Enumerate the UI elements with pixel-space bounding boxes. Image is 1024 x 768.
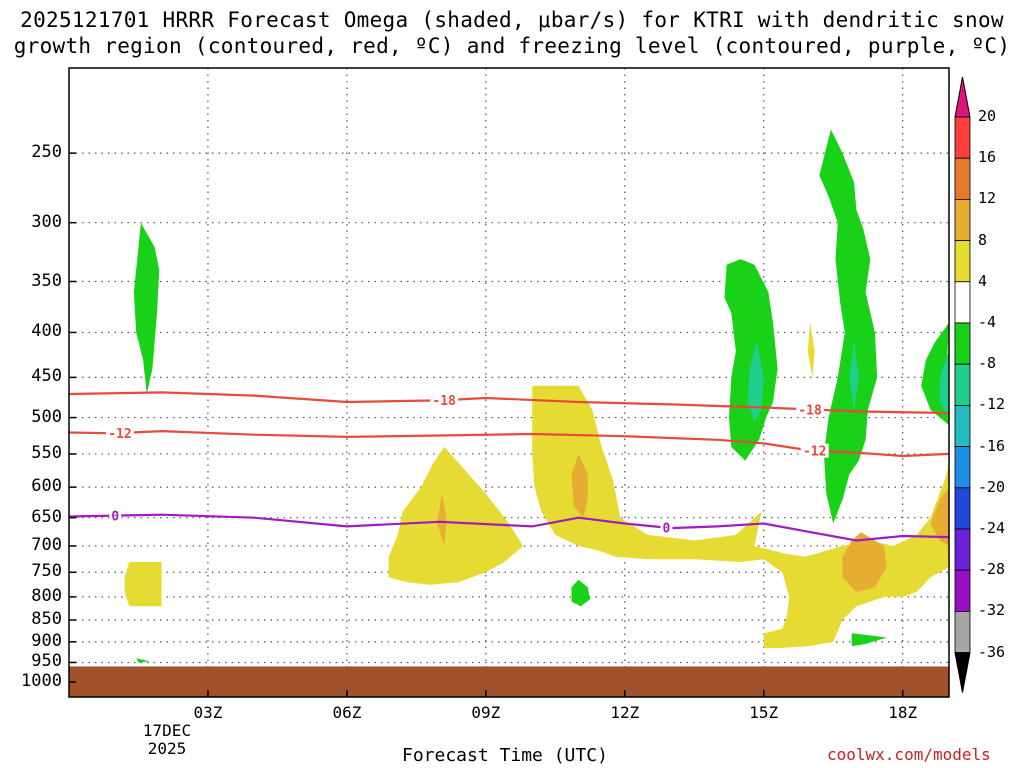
grid-lines <box>69 68 949 697</box>
contour-label-bg <box>796 402 825 417</box>
contour-label--12: -12 <box>108 427 131 442</box>
contour-label-bg <box>430 393 459 408</box>
x-tick-label: 03Z <box>193 703 223 722</box>
colorbar-tick-label: -24 <box>978 519 1006 537</box>
colorbar-tick-label: -12 <box>978 395 1006 414</box>
chart-title-line-2: growth region (contoured, red, ºC) and f… <box>13 34 1011 58</box>
yellow-cell-4 <box>807 322 815 378</box>
colorbar-swatch <box>954 611 971 654</box>
colorbar-tick-label: -36 <box>978 642 1006 661</box>
plot-frame <box>68 67 950 698</box>
y-tick-label: 900 <box>31 630 62 651</box>
green-cell-2 <box>724 259 778 461</box>
contour-line--18 <box>68 391 950 415</box>
green-cell-6 <box>851 633 887 647</box>
x-tick-label: 06Z <box>332 703 362 722</box>
y-tick-label: 650 <box>31 506 62 527</box>
x-tick-label: 15Z <box>749 703 779 722</box>
x-axis-title: Forecast Time (UTC) <box>402 745 608 766</box>
ground-layer <box>69 666 949 697</box>
green-cell-5 <box>571 579 591 607</box>
chart-title-line-1: 2025121701 HRRR Forecast Omega (shaded, … <box>20 8 1004 32</box>
y-tick-label: 250 <box>31 142 62 163</box>
contour-label-bg <box>109 508 122 523</box>
colorbar-swatch <box>954 446 971 489</box>
yellow-cell-3 <box>124 562 162 607</box>
colorbar-top-arrow <box>954 76 971 118</box>
contour-label--12: -12 <box>803 445 826 460</box>
colorbar-tick-label: 4 <box>978 271 988 290</box>
y-tick-label: 500 <box>31 406 62 427</box>
colorbar-tick-label: 8 <box>978 230 988 249</box>
teal-cell-1 <box>747 341 764 422</box>
y-tick-label: 800 <box>31 585 62 606</box>
y-tick-label: 850 <box>31 609 62 630</box>
axis-ticks <box>69 152 904 697</box>
colorbar-tick-label: 12 <box>978 189 997 208</box>
colorbar-tick-label: -20 <box>978 477 1006 496</box>
contour-label--18: -18 <box>432 394 456 409</box>
contour-label--18: -18 <box>798 403 822 418</box>
y-tick-label: 750 <box>31 561 62 582</box>
y-tick-label: 350 <box>31 270 62 291</box>
green-cell-3 <box>819 129 878 524</box>
contour-label-bg <box>800 443 829 458</box>
colorbar-tick-label: -4 <box>978 313 997 331</box>
yellow-cell-1 <box>532 385 949 649</box>
colorbar-swatch <box>954 198 971 241</box>
x-tick-label: 12Z <box>610 703 640 722</box>
colorbar-swatch <box>954 487 971 530</box>
orange-cell-2 <box>437 493 447 546</box>
y-tick-label: 700 <box>31 534 62 555</box>
colorbar-tick-label: -32 <box>978 601 1006 620</box>
y-tick-label: 600 <box>31 476 62 497</box>
colorbar-swatch <box>954 322 971 365</box>
y-tick-label: 300 <box>31 211 62 232</box>
colorbar-swatch <box>954 281 971 324</box>
green-cell-1 <box>133 222 160 394</box>
yellow-cell-2 <box>388 446 523 585</box>
y-tick-label: 450 <box>31 366 62 387</box>
colorbar-swatch <box>954 528 971 571</box>
x-tick-label: 18Z <box>888 703 918 722</box>
colorbar-bottom-arrow <box>954 652 971 693</box>
colorbar-tick-label: -28 <box>978 560 1006 579</box>
colorbar-swatch <box>954 157 971 200</box>
contour-label-0: 0 <box>663 522 671 537</box>
orange-cell-4 <box>930 487 949 546</box>
ground-fill <box>69 666 949 697</box>
colorbar-swatch <box>954 569 971 612</box>
y-tick-label: 550 <box>31 442 62 463</box>
teal-cell-2 <box>849 341 859 410</box>
teal-cell-3 <box>939 351 949 418</box>
colorbar-tick-label: -16 <box>978 436 1006 455</box>
contour-label-bg <box>660 520 673 535</box>
colorbar-tick-label: -8 <box>978 354 997 373</box>
orange-cell-3 <box>842 532 887 593</box>
date-day-label: 17DEC <box>142 721 192 740</box>
colorbar-swatch <box>954 363 971 406</box>
y-tick-label: 400 <box>31 321 62 342</box>
contour-label-0: 0 <box>111 510 119 525</box>
colorbar <box>954 76 971 693</box>
colorbar-swatch <box>954 116 971 159</box>
colorbar-swatch <box>954 404 971 447</box>
y-tick-label: 1000 <box>21 671 62 692</box>
green-cell-7 <box>136 658 151 663</box>
date-year-label: 2025 <box>147 739 187 758</box>
colorbar-swatch <box>954 240 971 283</box>
contour-label-bg <box>105 426 134 441</box>
contour-line-0 <box>68 513 950 542</box>
omega-shading <box>124 129 949 663</box>
x-tick-label: 09Z <box>471 703 501 722</box>
source-credit: coolwx.com/models <box>827 745 991 764</box>
colorbar-tick-label: 16 <box>978 148 997 167</box>
colorbar-tick-label: 20 <box>978 107 997 125</box>
temperature-contours: -18 -18 -12 -12 0 0 <box>68 391 950 542</box>
y-tick-label: 950 <box>31 651 62 672</box>
orange-cell-1 <box>571 453 588 518</box>
contour-line--12 <box>68 429 950 458</box>
